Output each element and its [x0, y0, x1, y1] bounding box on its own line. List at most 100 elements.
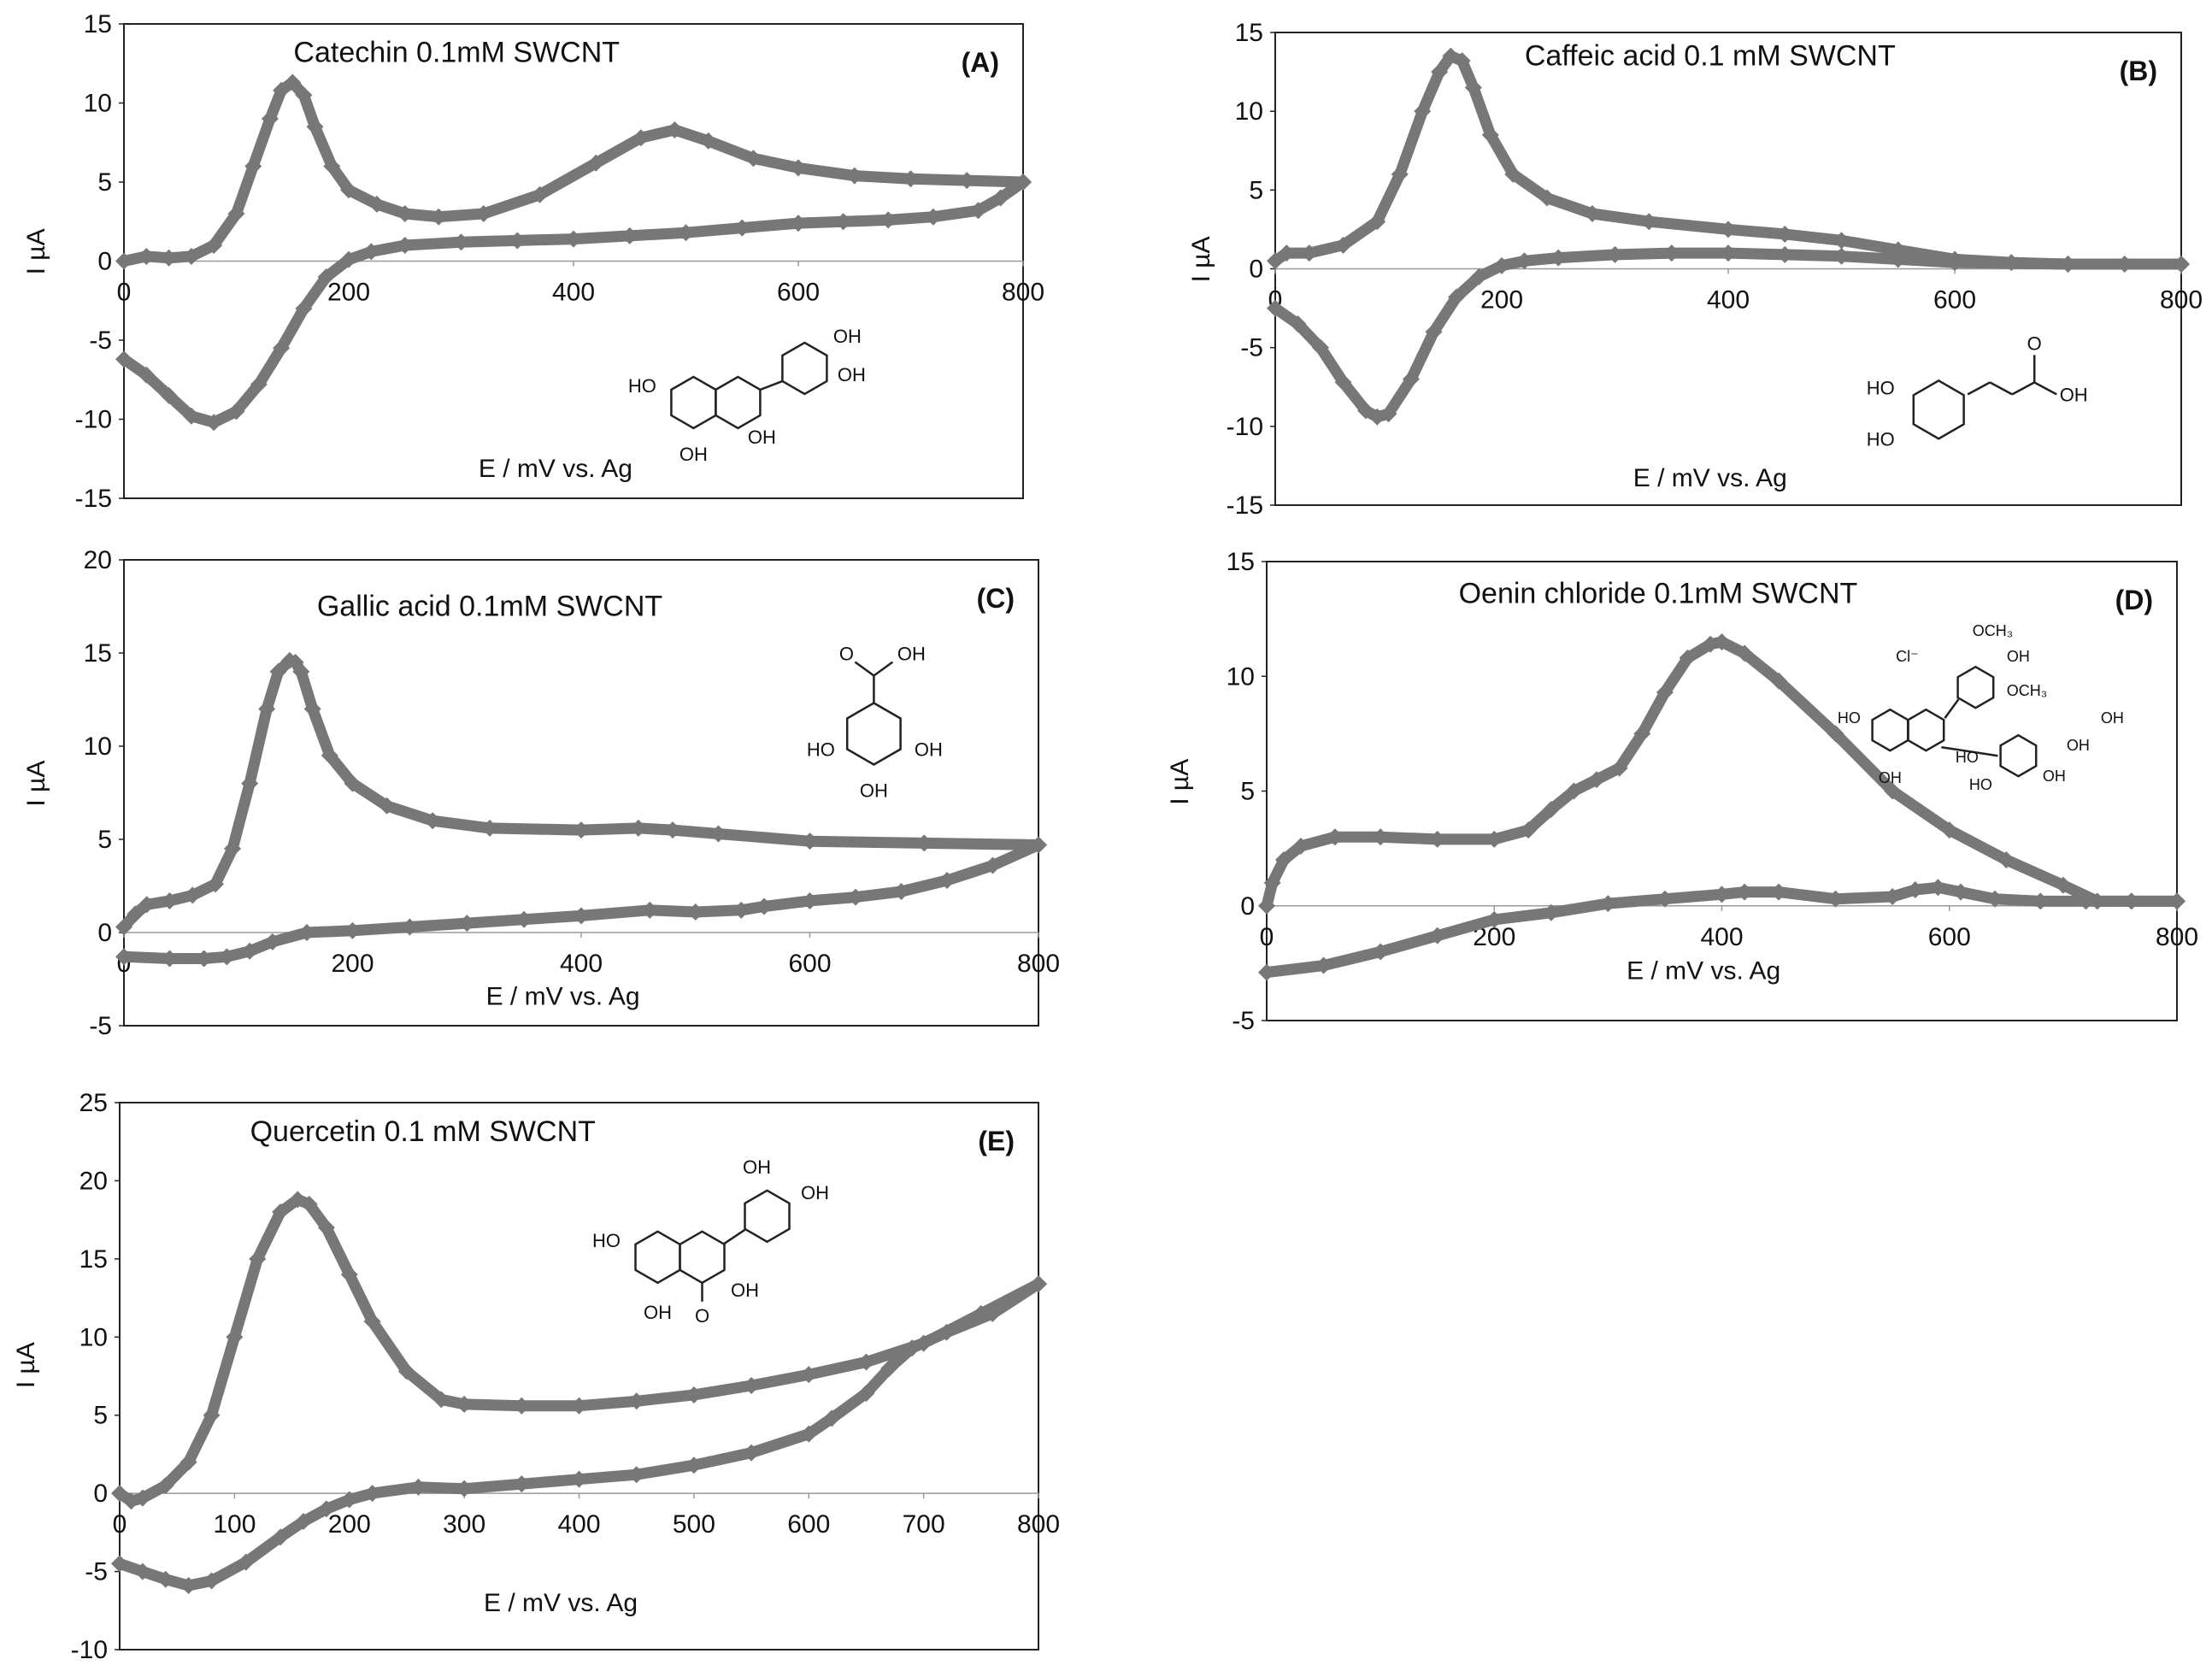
- data-point: [1679, 649, 1697, 667]
- structure-label: O: [2027, 332, 2042, 354]
- data-point: [1428, 830, 1446, 848]
- data-point: [1946, 254, 1963, 272]
- x-tick-label: 400: [1700, 923, 1743, 951]
- data-point: [340, 181, 357, 199]
- data-point: [1889, 250, 1907, 268]
- x-tick-label: 500: [673, 1510, 715, 1539]
- data-point: [627, 1392, 645, 1410]
- data-point: [1274, 851, 1292, 869]
- data-point: [880, 1359, 898, 1377]
- structure-label: OH: [2060, 384, 2088, 405]
- data-point: [573, 821, 590, 839]
- data-point: [709, 825, 727, 843]
- x-tick-label: 800: [2156, 923, 2198, 951]
- data-point: [227, 205, 245, 222]
- y-tick-label: 5: [97, 168, 112, 197]
- chart-title: Oenin chloride 0.1mM SWCNT: [1459, 577, 1858, 609]
- data-point: [226, 1328, 244, 1346]
- y-tick-label: 15: [1235, 19, 1263, 47]
- y-tick-label: 0: [97, 919, 112, 947]
- y-tick-label: 10: [84, 90, 112, 118]
- data-point: [1884, 888, 1902, 906]
- data-point: [1258, 963, 1275, 981]
- structure-label: Cl⁻: [1896, 648, 1919, 665]
- data-point: [160, 249, 178, 267]
- x-tick-label: 0: [113, 1510, 127, 1539]
- data-point: [1906, 880, 1924, 898]
- data-point: [317, 1219, 335, 1237]
- data-point: [1770, 672, 1788, 690]
- data-point: [424, 812, 442, 830]
- data-point: [184, 886, 202, 904]
- structure-bond: [2011, 381, 2035, 396]
- data-point: [801, 833, 819, 850]
- data-point: [241, 942, 259, 960]
- data-point: [756, 897, 773, 915]
- data-point: [1431, 63, 1449, 81]
- y-axis-label: I µA: [22, 761, 50, 807]
- data-point: [924, 208, 942, 226]
- data-point: [903, 1339, 921, 1357]
- data-point: [1326, 828, 1344, 846]
- data-point: [1550, 249, 1568, 267]
- data-point: [744, 150, 762, 168]
- data-point: [456, 1480, 474, 1498]
- y-tick-label: 10: [1227, 662, 1255, 691]
- data-point: [1515, 252, 1533, 270]
- plot-frame: [1266, 561, 2178, 1021]
- data-point: [1030, 836, 1047, 854]
- panel-label: (D): [2115, 585, 2153, 615]
- data-point: [685, 1386, 703, 1403]
- y-tick-label: -10: [1227, 413, 1263, 441]
- x-tick-label: 200: [328, 1510, 371, 1539]
- y-tick-label: 5: [97, 826, 112, 854]
- y-tick-label: -5: [85, 1558, 108, 1586]
- data-point: [1504, 165, 1522, 183]
- data-point: [207, 875, 224, 893]
- x-tick-label: 800: [1017, 950, 1060, 978]
- data-point: [515, 910, 533, 928]
- panel-label: (C): [977, 583, 1015, 614]
- structure-ring: [845, 702, 902, 766]
- data-point: [1720, 244, 1737, 262]
- data-point: [570, 1397, 588, 1415]
- data-point: [801, 891, 819, 909]
- structure-label: HO: [1867, 428, 1895, 450]
- chemical-structure-catechin: HO OH OH OH OH: [628, 326, 866, 465]
- y-axis-label: I µA: [12, 1342, 40, 1388]
- structure-label: OH: [2043, 768, 2066, 785]
- data-point: [126, 905, 144, 923]
- y-tick-label: 15: [1227, 548, 1255, 576]
- data-point: [513, 1475, 531, 1493]
- data-point: [1884, 782, 1902, 800]
- data-point: [743, 1444, 761, 1462]
- y-tick-label: -5: [89, 1012, 112, 1040]
- data-point: [984, 856, 1002, 874]
- data-point: [1827, 890, 1844, 908]
- structure-label: HO: [628, 375, 656, 397]
- x-tick-label: 800: [1017, 1510, 1060, 1539]
- data-point: [1315, 956, 1332, 974]
- data-point: [1278, 244, 1296, 262]
- data-point: [847, 888, 864, 906]
- x-tick-label: 700: [903, 1510, 945, 1539]
- data-point: [363, 1485, 381, 1503]
- y-tick-label: 10: [79, 1323, 108, 1351]
- data-point: [321, 746, 338, 764]
- structure-ring: [1912, 379, 1965, 440]
- data-point: [1428, 927, 1446, 944]
- data-point: [1584, 204, 1601, 222]
- data-point: [205, 237, 223, 254]
- structure-ring: [679, 1230, 726, 1285]
- data-point: [156, 1477, 174, 1494]
- data-point: [160, 386, 178, 404]
- data-point: [857, 1385, 875, 1403]
- x-tick-label: 200: [331, 950, 374, 978]
- data-point: [1640, 213, 1658, 231]
- structure-ring: [634, 1230, 681, 1285]
- structure-label: OH: [679, 444, 708, 465]
- data-point: [340, 250, 357, 268]
- x-tick-label: 800: [1002, 279, 1044, 307]
- data-point: [1833, 232, 1850, 250]
- structure-label: O: [839, 644, 854, 665]
